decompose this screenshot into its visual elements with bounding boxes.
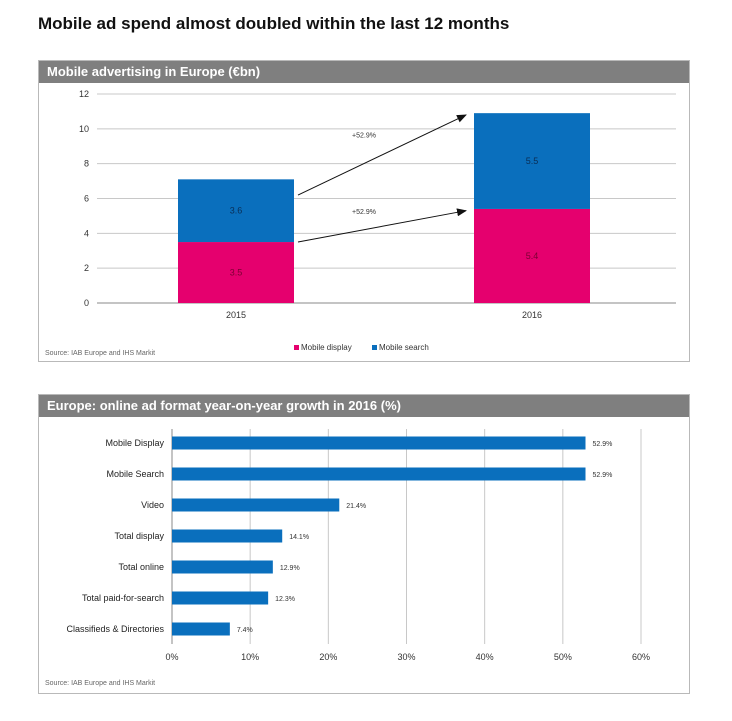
- bar-segment: [474, 208, 590, 303]
- x-tick-label: 2015: [226, 310, 246, 320]
- x-tick-label: 60%: [632, 652, 650, 662]
- panel-header: Mobile advertising in Europe (€bn): [39, 61, 689, 83]
- y-tick-label: 6: [84, 194, 89, 204]
- x-tick-label: 50%: [554, 652, 572, 662]
- bar: [172, 560, 273, 574]
- y-tick-label: 4: [84, 228, 89, 238]
- legend-swatch: [294, 345, 299, 350]
- value-label: 12.9%: [280, 565, 300, 572]
- legend-label: Mobile search: [379, 343, 429, 352]
- data-label: 5.5: [526, 156, 539, 166]
- data-label: 3.5: [230, 268, 243, 278]
- panel-header: Europe: online ad format year-on-year gr…: [39, 395, 689, 417]
- y-tick-label: 8: [84, 159, 89, 169]
- growth-arrow: [297, 208, 467, 243]
- category-label: Total paid-for-search: [82, 593, 164, 603]
- bar: [172, 436, 586, 450]
- y-tick-label: 10: [79, 124, 89, 134]
- category-label: Video: [141, 500, 164, 510]
- growth-annotation: +52.9%: [352, 209, 376, 216]
- page-title: Mobile ad spend almost doubled within th…: [38, 14, 510, 33]
- x-tick-label: 20%: [319, 652, 337, 662]
- value-label: 12.3%: [275, 596, 295, 603]
- growth-annotation: +52.9%: [352, 133, 376, 140]
- value-label: 21.4%: [346, 503, 366, 510]
- bar: [172, 529, 283, 543]
- value-label: 14.1%: [289, 534, 309, 541]
- bar: [172, 591, 269, 605]
- mobile-advertising-panel: Mobile advertising in Europe (€bn) 0 2 4 6 8…: [38, 60, 690, 362]
- x-tick-label: 2016: [522, 310, 542, 320]
- x-tick-label: 10%: [241, 652, 259, 662]
- bar-segment: [474, 113, 590, 209]
- y-tick-label: 0: [84, 298, 89, 308]
- y-tick-label: 12: [79, 89, 89, 99]
- growth-arrow: [297, 114, 467, 196]
- value-label: 52.9%: [593, 441, 613, 448]
- data-label: 3.6: [230, 206, 243, 216]
- bar: [172, 622, 230, 636]
- category-label: Total online: [118, 562, 164, 572]
- legend-swatch: [372, 345, 377, 350]
- bar-segment: [178, 242, 294, 303]
- value-label: 7.4%: [237, 627, 253, 634]
- x-tick-label: 30%: [397, 652, 415, 662]
- bar-segment: [178, 179, 294, 243]
- category-label: Mobile Search: [106, 469, 164, 479]
- x-tick-label: 0%: [165, 652, 178, 662]
- ad-format-growth-panel: Europe: online ad format year-on-year gr…: [38, 394, 690, 694]
- category-label: Mobile Display: [105, 438, 164, 448]
- x-tick-label: 40%: [476, 652, 494, 662]
- legend-label: Mobile display: [301, 343, 352, 352]
- data-label: 5.4: [526, 251, 539, 261]
- source-note: Source: IAB Europe and IHS Markit: [45, 350, 156, 357]
- category-label: Classifieds & Directories: [66, 624, 164, 634]
- y-tick-label: 2: [84, 263, 89, 273]
- value-label: 52.9%: [593, 472, 613, 479]
- bar: [172, 467, 586, 481]
- source-note: Source: IAB Europe and IHS Markit: [45, 680, 156, 687]
- bar: [172, 498, 340, 512]
- category-label: Total display: [114, 531, 164, 541]
- horizontal-bar-chart: 0% 10% 20% 30% 40% 50% 60% Mobile Display 52.9% M…: [66, 429, 650, 662]
- stacked-bar-chart: 0 2 4 6 8 10 12 3.5 3.6 2015 5.4 5.5 2016 +52.9% +52.9…: [79, 89, 676, 352]
